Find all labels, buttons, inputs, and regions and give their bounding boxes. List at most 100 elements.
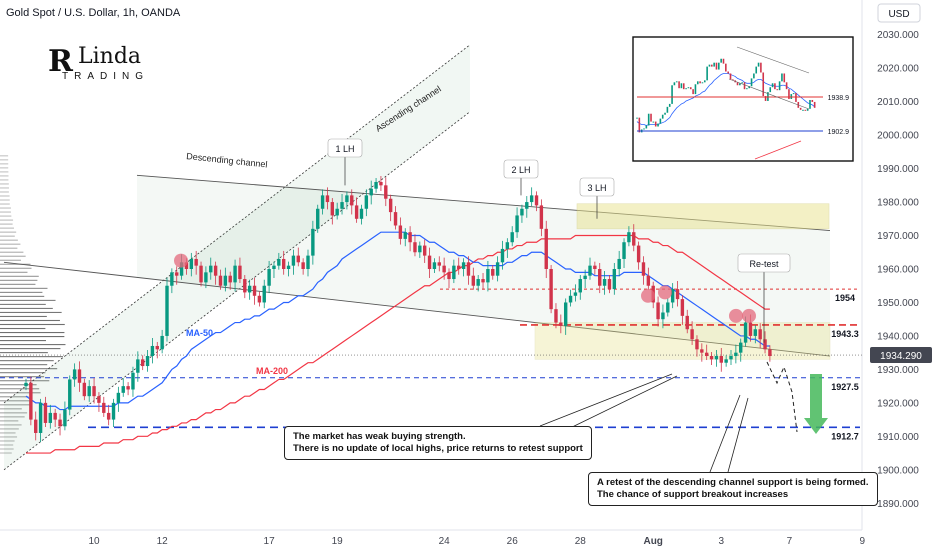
candle-body — [690, 329, 694, 340]
candle-body — [175, 272, 179, 276]
candle-body — [510, 232, 514, 243]
inset-candle — [668, 103, 671, 107]
volume-profile-bar — [0, 384, 37, 386]
note-weak-buying: The market has weak buying strength. The… — [284, 426, 592, 460]
level-label: 1943.3 — [831, 329, 859, 339]
volume-profile-bar — [0, 251, 24, 253]
candle-body — [359, 208, 364, 219]
candle-body — [398, 225, 403, 239]
volume-profile-bar — [0, 187, 9, 189]
candle-body — [632, 232, 636, 246]
candle-body — [82, 382, 87, 397]
volume-profile-bar — [0, 416, 25, 418]
candle-body — [374, 181, 378, 189]
candle-body — [247, 285, 252, 293]
inset-candle — [664, 112, 666, 115]
candle-body — [24, 382, 28, 387]
ma-200-label: MA-200 — [256, 366, 288, 376]
inset-candle — [645, 125, 648, 129]
volume-profile-bar — [0, 159, 9, 161]
candle-body — [646, 275, 651, 286]
inset-candle — [682, 83, 685, 90]
candle-body — [685, 315, 689, 330]
inset-ma-50 — [636, 73, 815, 126]
volume-profile-bar — [0, 295, 45, 297]
candle-body — [554, 309, 558, 323]
candle-body — [568, 295, 573, 303]
candle-body — [228, 275, 232, 283]
candle-body — [316, 208, 320, 229]
swing-high-marker — [641, 288, 655, 303]
y-tick-label: 2010.000 — [877, 97, 919, 108]
volume-profile-bar — [0, 448, 14, 450]
candle-body — [549, 269, 553, 310]
inset-candle — [799, 107, 802, 110]
inset-candle — [764, 96, 767, 101]
ma-50-line — [25, 231, 770, 411]
inset-candle — [692, 89, 694, 95]
candle-body — [520, 208, 524, 216]
currency-label: USD — [888, 9, 909, 20]
candle-body — [213, 265, 218, 276]
candle-body — [145, 356, 150, 367]
volume-profile-bar — [0, 452, 12, 454]
candle-body — [68, 379, 72, 410]
note-line: There is no update of local highs, price… — [293, 443, 583, 454]
volume-profile-bar — [0, 179, 9, 181]
volume-profile-bar — [0, 376, 45, 378]
inset-level-label: 1938.9 — [828, 95, 850, 102]
inset-candle — [762, 72, 765, 97]
candle-body — [661, 312, 665, 320]
candle-body — [354, 205, 359, 219]
candle-body — [602, 279, 607, 286]
inset-candle — [806, 108, 809, 111]
candle-body — [627, 232, 631, 243]
candle-body — [447, 272, 451, 280]
candle-body — [106, 412, 111, 420]
candle-body — [729, 356, 733, 360]
volume-profile-bar — [0, 259, 21, 261]
level-label: 1927.5 — [831, 382, 859, 392]
volume-profile-bar — [0, 163, 9, 165]
inset-candle — [753, 73, 755, 79]
candle-body — [306, 255, 310, 269]
candle-body — [666, 302, 670, 313]
swing-high-marker — [658, 285, 672, 300]
inset-candle — [652, 121, 655, 123]
candle-body — [559, 322, 563, 326]
candle-body — [238, 265, 242, 280]
y-tick-label: 2020.000 — [877, 64, 919, 75]
inset-level-label: 1902.9 — [828, 129, 850, 136]
volume-profile-bar — [0, 191, 9, 193]
inset-candle — [755, 66, 758, 74]
candle-body — [403, 232, 407, 239]
volume-profile-bar — [0, 424, 22, 426]
note2-pointer — [727, 397, 749, 473]
inset-candle — [703, 80, 706, 83]
candle-body — [262, 285, 266, 303]
volume-profile-bar — [0, 183, 9, 185]
candle-body — [388, 198, 393, 213]
inset-candle — [706, 66, 708, 81]
callout-2-lh-box — [503, 159, 539, 179]
candle-body — [432, 262, 437, 269]
candle-body — [320, 195, 325, 209]
volume-profile-bar — [0, 231, 17, 233]
candle-body — [709, 356, 714, 360]
volume-profile-bar — [0, 223, 13, 225]
candle-body — [199, 265, 203, 283]
volume-profile-bar — [0, 348, 61, 350]
candle-body — [743, 322, 748, 343]
volume-profile-bar — [0, 356, 63, 358]
inset-candle — [732, 79, 734, 81]
volume-profile-bar — [0, 396, 29, 398]
inset-candle — [729, 73, 732, 80]
y-tick-label: 2030.000 — [877, 30, 919, 41]
candle-body — [675, 289, 680, 300]
volume-profile-bar — [0, 428, 19, 430]
inset-candle — [638, 117, 641, 133]
candle-body — [296, 255, 300, 263]
candle-body — [364, 195, 369, 209]
candle-body — [578, 279, 582, 293]
